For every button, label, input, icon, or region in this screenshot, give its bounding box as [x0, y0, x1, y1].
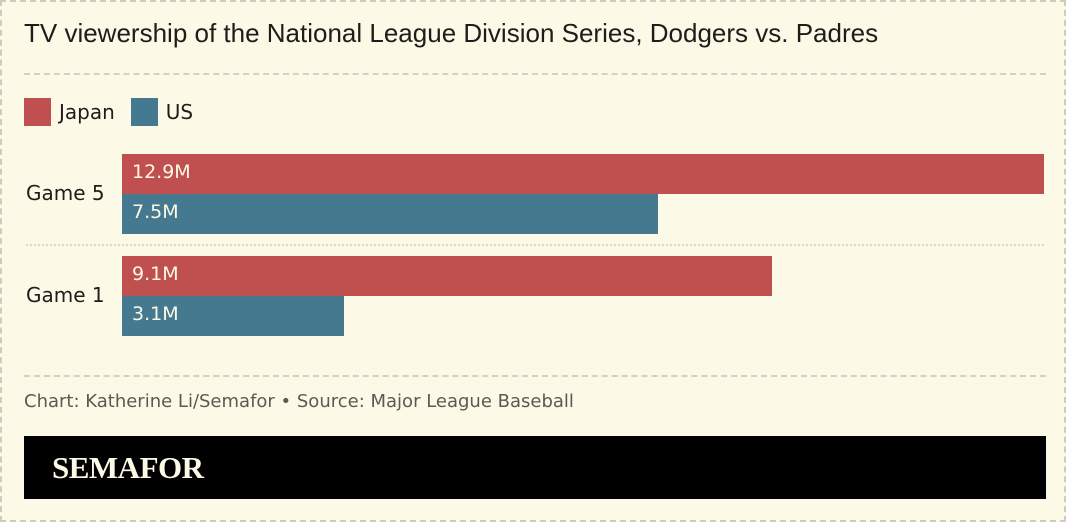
- bar-chart: Game 5 12.9M 7.5M Game 1 9.1M 3.1M: [2, 142, 1066, 362]
- bar-us-game-1: 3.1M: [122, 296, 344, 336]
- footer-divider: [24, 375, 1046, 377]
- legend-swatch-us: [130, 98, 158, 126]
- category-label-game-1: Game 1: [26, 283, 105, 307]
- legend: Japan US: [24, 98, 209, 126]
- title-divider: [24, 73, 1046, 75]
- chart-credit: Chart: Katherine Li/Semafor • Source: Ma…: [24, 391, 574, 412]
- legend-label-japan: Japan: [59, 100, 115, 124]
- data-label-japan-game-5: 12.9M: [132, 161, 191, 183]
- legend-item-japan: Japan: [24, 98, 115, 126]
- category-label-game-5: Game 5: [26, 181, 105, 205]
- bar-us-game-5: 7.5M: [122, 194, 658, 234]
- bar-japan-game-1: 9.1M: [122, 256, 772, 296]
- legend-label-us: US: [165, 100, 194, 124]
- data-label-us-game-1: 3.1M: [132, 303, 179, 325]
- brand-logo: SEMAFOR: [52, 450, 204, 485]
- group-separator: [26, 244, 1044, 246]
- legend-item-us: US: [130, 98, 194, 126]
- bar-japan-game-5: 12.9M: [122, 154, 1044, 194]
- data-label-us-game-5: 7.5M: [132, 201, 179, 223]
- brand-bar: SEMAFOR: [24, 436, 1046, 499]
- legend-swatch-japan: [24, 98, 51, 126]
- data-label-japan-game-1: 9.1M: [132, 263, 179, 285]
- chart-title: TV viewership of the National League Div…: [24, 18, 879, 48]
